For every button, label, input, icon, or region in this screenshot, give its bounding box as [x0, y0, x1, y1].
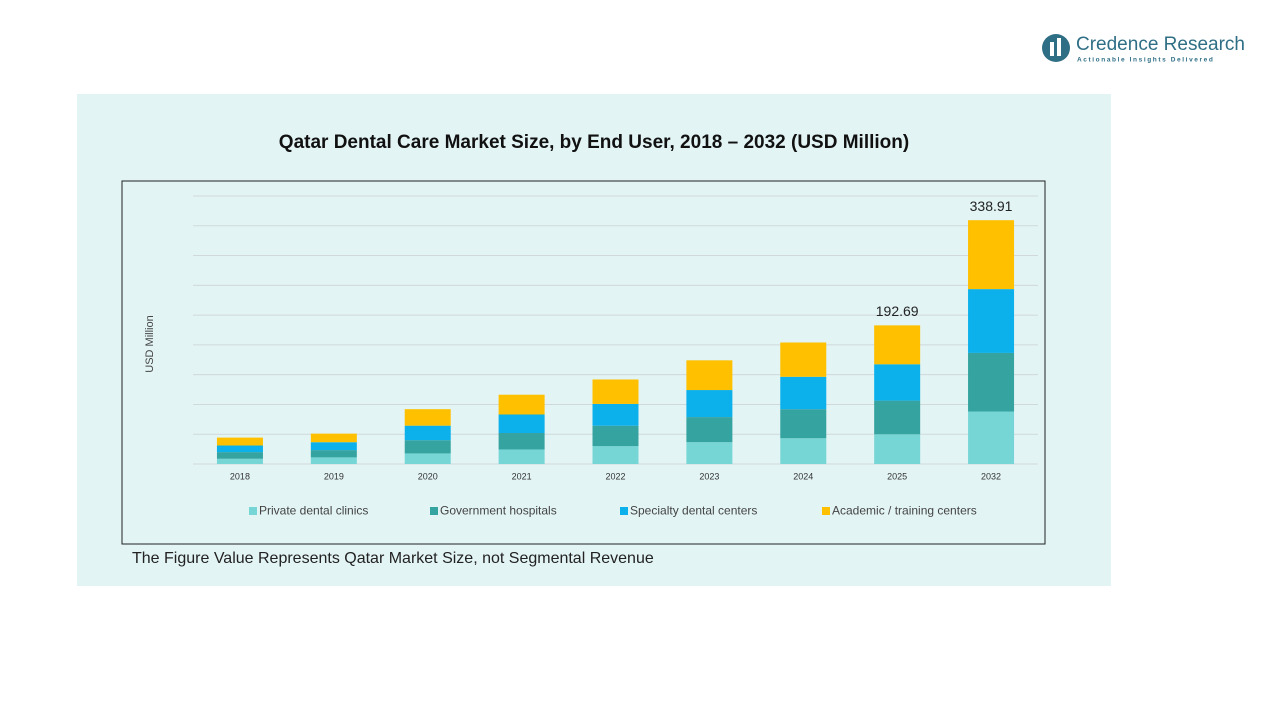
- logo: Credence Research Actionable Insights De…: [1042, 34, 1245, 64]
- bar-segment: [216, 452, 263, 459]
- x-tick-label: 2018: [230, 471, 250, 481]
- chart-title: Qatar Dental Care Market Size, by End Us…: [279, 132, 909, 153]
- legend-label: Specialty dental centers: [630, 504, 757, 518]
- footnote: The Figure Value Represents Qatar Market…: [132, 550, 654, 567]
- bar-segment: [404, 440, 451, 454]
- brand-tagline: Actionable Insights Delivered: [1077, 57, 1214, 64]
- bar-segment: [592, 379, 639, 404]
- x-tick-label: 2020: [418, 471, 438, 481]
- bar-segment: [404, 453, 451, 464]
- bar-segment: [780, 342, 827, 377]
- bar-segment: [498, 394, 545, 415]
- total-label: 338.91: [970, 198, 1013, 214]
- bar-segment: [968, 289, 1015, 353]
- legend-swatch: [249, 507, 257, 515]
- bar-segment: [498, 414, 545, 433]
- bar-segment: [780, 409, 827, 439]
- bar-segment: [216, 437, 263, 446]
- bar-segment: [780, 376, 827, 410]
- x-tick-label: 2024: [793, 471, 813, 481]
- bar-segment: [968, 411, 1015, 464]
- bar-segment: [968, 220, 1015, 290]
- x-tick-label: 2022: [605, 471, 625, 481]
- x-tick-label: 2023: [699, 471, 719, 481]
- legend-label: Academic / training centers: [832, 504, 977, 518]
- bar-segment: [592, 446, 639, 464]
- bar-segment: [874, 364, 921, 401]
- x-tick-label: 2032: [981, 471, 1001, 481]
- bar-segment: [310, 433, 357, 443]
- bar-segment: [592, 425, 639, 447]
- legend-label: Private dental clinics: [259, 504, 368, 518]
- bar-segment: [498, 449, 545, 464]
- bar-segment: [686, 442, 733, 464]
- legend-label: Government hospitals: [440, 504, 557, 518]
- x-tick-label: 2021: [512, 471, 532, 481]
- bar-segment: [874, 400, 921, 435]
- brand-name: Credence Research: [1076, 34, 1245, 55]
- plot-frame: [121, 180, 1046, 545]
- bar-segment: [968, 352, 1015, 412]
- bar-segment: [404, 409, 451, 426]
- bar-segment: [404, 425, 451, 441]
- y-axis-label: USD Million: [144, 315, 156, 372]
- bar-segment: [498, 432, 545, 450]
- legend-swatch: [620, 507, 628, 515]
- bar-segment: [874, 434, 921, 464]
- bar-segment: [592, 403, 639, 426]
- legend-swatch: [430, 507, 438, 515]
- legend-swatch: [822, 507, 830, 515]
- bar-segment: [686, 417, 733, 443]
- bar-segment: [686, 390, 733, 418]
- bar-segment: [780, 438, 827, 464]
- bar-segment: [874, 325, 921, 365]
- bar-segment: [216, 445, 263, 453]
- bar-segment: [686, 360, 733, 391]
- x-tick-label: 2019: [324, 471, 344, 481]
- x-tick-label: 2025: [887, 471, 907, 481]
- total-label: 192.69: [876, 303, 919, 319]
- panel: [77, 94, 1111, 586]
- bar-segment: [216, 458, 263, 464]
- bar-segment: [310, 450, 357, 458]
- bar-segment: [310, 457, 357, 464]
- bar-segment: [310, 442, 357, 451]
